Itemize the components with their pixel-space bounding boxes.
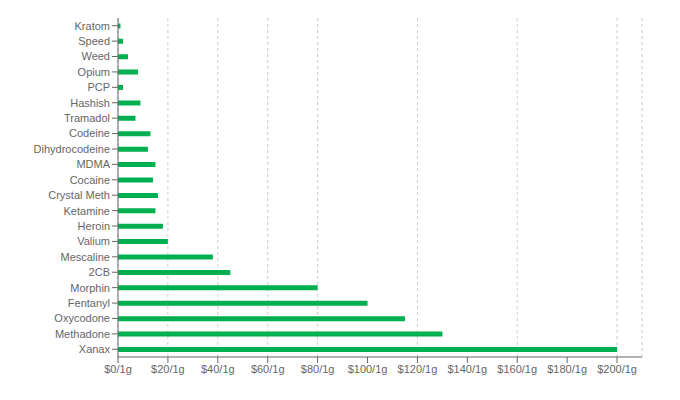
svg-text:Heroin: Heroin xyxy=(78,220,110,232)
svg-text:$100/1g: $100/1g xyxy=(348,363,388,375)
svg-text:Weed: Weed xyxy=(81,50,110,62)
svg-text:Xanax: Xanax xyxy=(79,343,111,355)
svg-text:$20/1g: $20/1g xyxy=(151,363,185,375)
svg-text:Morphin: Morphin xyxy=(70,282,110,294)
svg-text:$140/1g: $140/1g xyxy=(447,363,487,375)
svg-text:Dihydrocodeine: Dihydrocodeine xyxy=(34,143,110,155)
svg-text:$0/1g: $0/1g xyxy=(104,363,132,375)
svg-text:Fentanyl: Fentanyl xyxy=(68,297,110,309)
svg-text:Opium: Opium xyxy=(78,66,110,78)
svg-text:PCP: PCP xyxy=(87,81,110,93)
svg-text:2CB: 2CB xyxy=(89,266,110,278)
svg-text:$200/1g: $200/1g xyxy=(597,363,637,375)
svg-text:Crystal Meth: Crystal Meth xyxy=(48,189,110,201)
svg-text:$160/1g: $160/1g xyxy=(497,363,537,375)
svg-text:$60/1g: $60/1g xyxy=(251,363,285,375)
svg-text:Kratom: Kratom xyxy=(75,20,110,32)
svg-text:Speed: Speed xyxy=(78,35,110,47)
svg-text:Ketamine: Ketamine xyxy=(64,205,110,217)
svg-text:$120/1g: $120/1g xyxy=(398,363,438,375)
svg-text:$180/1g: $180/1g xyxy=(547,363,587,375)
svg-text:Mescaline: Mescaline xyxy=(60,251,110,263)
svg-text:Tramadol: Tramadol xyxy=(64,112,110,124)
svg-text:Methadone: Methadone xyxy=(55,328,110,340)
svg-text:Codeine: Codeine xyxy=(69,127,110,139)
svg-text:MDMA: MDMA xyxy=(76,158,110,170)
svg-text:$40/1g: $40/1g xyxy=(201,363,235,375)
svg-text:$80/1g: $80/1g xyxy=(301,363,335,375)
svg-text:Valium: Valium xyxy=(77,235,110,247)
svg-text:Cocaine: Cocaine xyxy=(70,174,110,186)
svg-text:Hashish: Hashish xyxy=(70,97,110,109)
svg-text:Oxycodone: Oxycodone xyxy=(54,312,110,324)
